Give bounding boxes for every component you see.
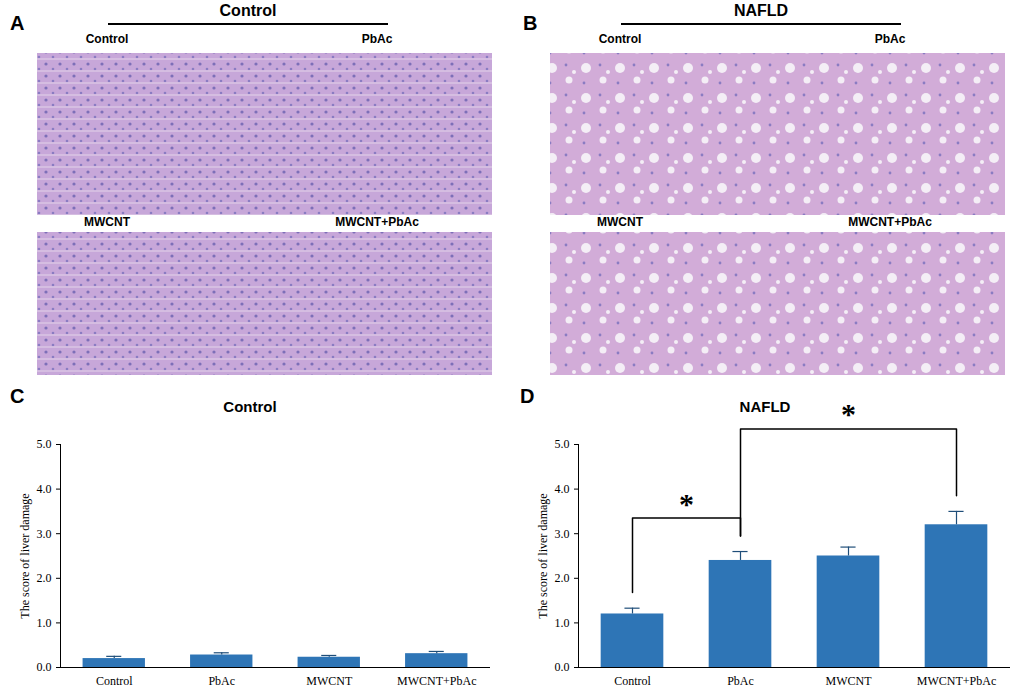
- svg-text:1.0: 1.0: [555, 616, 570, 630]
- svg-text:4.0: 4.0: [555, 482, 570, 496]
- svg-text:3.0: 3.0: [555, 527, 570, 541]
- svg-text:PbAc: PbAc: [875, 32, 906, 46]
- svg-text:MWCNT: MWCNT: [84, 215, 131, 229]
- svg-text:Control: Control: [220, 2, 277, 19]
- svg-text:The score of liver damage: The score of liver damage: [18, 493, 32, 618]
- svg-text:0.0: 0.0: [37, 660, 52, 674]
- svg-text:4.0: 4.0: [37, 482, 52, 496]
- svg-text:MWCNT+PbAc: MWCNT+PbAc: [917, 674, 996, 688]
- svg-text:2.0: 2.0: [37, 571, 52, 585]
- svg-text:MWCNT+PbAc: MWCNT+PbAc: [848, 215, 932, 229]
- html-text:Control: Control: [223, 398, 277, 415]
- svg-text:5.0: 5.0: [37, 437, 52, 451]
- svg-text:PbAc: PbAc: [727, 674, 754, 688]
- svg-text:*: *: [841, 397, 856, 430]
- svg-text:Control: Control: [599, 32, 642, 46]
- svg-text:2.0: 2.0: [555, 571, 570, 585]
- svg-text:NAFLD: NAFLD: [734, 2, 788, 19]
- svg-text:MWCNT+PbAc: MWCNT+PbAc: [397, 674, 476, 688]
- svg-text:The score of liver damage: The score of liver damage: [536, 493, 550, 618]
- svg-text:MWCNT+PbAc: MWCNT+PbAc: [335, 215, 419, 229]
- svg-text:PbAc: PbAc: [208, 674, 235, 688]
- svg-text:PbAc: PbAc: [362, 32, 393, 46]
- html-text:NAFLD: NAFLD: [739, 398, 791, 415]
- svg-text:0.0: 0.0: [555, 660, 570, 674]
- svg-text:B: B: [523, 12, 537, 34]
- svg-text:MWCNT: MWCNT: [306, 674, 353, 688]
- html-text:D: D: [520, 385, 535, 407]
- html-text:C: C: [10, 385, 25, 407]
- svg-text:5.0: 5.0: [555, 437, 570, 451]
- svg-text:MWCNT: MWCNT: [597, 215, 644, 229]
- svg-text:1.0: 1.0: [37, 616, 52, 630]
- svg-text:A: A: [10, 12, 24, 34]
- svg-text:Control: Control: [86, 32, 129, 46]
- svg-text:3.0: 3.0: [37, 527, 52, 541]
- svg-text:Control: Control: [96, 674, 133, 688]
- svg-text:*: *: [679, 487, 694, 520]
- svg-text:MWCNT: MWCNT: [826, 674, 873, 688]
- svg-text:Control: Control: [614, 674, 651, 688]
